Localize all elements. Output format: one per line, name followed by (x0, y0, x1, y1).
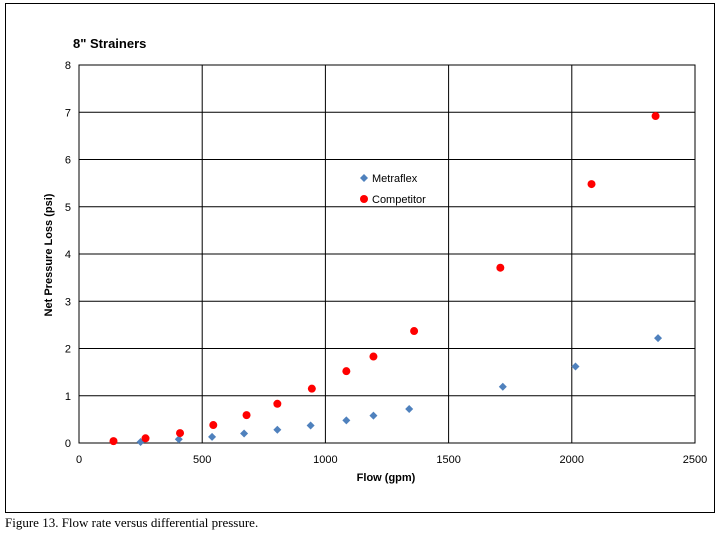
scatter-chart: 8" Strainers 0 1 2 3 4 5 6 7 8 0 500 1000 1500 2000 25… (43, 36, 707, 484)
y-tick-label: 8 (65, 60, 71, 72)
competitor-point (496, 263, 505, 272)
x-tick-label: 1000 (313, 454, 337, 466)
competitor-point (209, 421, 218, 430)
metraflex-point (240, 429, 249, 438)
competitor-point (651, 112, 660, 121)
competitor-point (273, 399, 282, 408)
data-points-layer (109, 112, 663, 447)
competitor-point (141, 434, 150, 443)
metraflex-point (174, 435, 183, 444)
x-tick-label: 1500 (436, 454, 460, 466)
legend-label-metraflex: Metraflex (372, 173, 418, 185)
competitor-point (176, 429, 185, 438)
y-tick-label: 6 (65, 155, 71, 167)
chart-title: 8" Strainers (73, 36, 146, 51)
competitor-point (369, 352, 378, 361)
tick-label-layer: 0 1 2 3 4 5 6 7 8 0 500 1000 1500 2000 2500 (65, 60, 707, 466)
competitor-point (587, 180, 596, 189)
y-tick-label: 5 (65, 202, 71, 214)
legend-marker-metraflex (360, 174, 368, 182)
y-tick-label: 2 (65, 344, 71, 356)
x-tick-label: 0 (76, 454, 82, 466)
competitor-point (109, 437, 118, 446)
y-tick-label: 3 (65, 296, 71, 308)
y-tick-label: 0 (65, 438, 71, 450)
x-tick-label: 2500 (683, 454, 707, 466)
plot-area-border (78, 64, 696, 444)
metraflex-point (208, 432, 217, 441)
figure-caption: Figure 13. Flow rate versus differential… (5, 515, 259, 530)
metraflex-point (342, 416, 351, 425)
metraflex-point (571, 362, 580, 371)
x-tick-label: 2000 (560, 454, 584, 466)
metraflex-point (405, 404, 414, 413)
metraflex-point (273, 425, 282, 434)
legend-label-competitor: Competitor (372, 194, 426, 206)
y-tick-label: 7 (65, 107, 71, 119)
y-tick-label: 4 (65, 249, 71, 261)
competitor-point (307, 384, 316, 393)
legend-marker-competitor (360, 195, 368, 203)
metraflex-point (306, 421, 315, 430)
x-tick-label: 500 (193, 454, 211, 466)
y-axis-label: Net Pressure Loss (psi) (43, 193, 55, 316)
competitor-point (242, 411, 251, 420)
legend: Metraflex Competitor (360, 173, 426, 206)
y-tick-label: 1 (65, 391, 71, 403)
chart-frame: 8" Strainers 0 1 2 3 4 5 6 7 8 0 500 1000 1500 2000 25… (5, 3, 715, 513)
metraflex-point (498, 382, 507, 391)
grid-layer (78, 64, 696, 444)
competitor-point (342, 367, 351, 376)
metraflex-point (654, 334, 663, 343)
x-axis-label: Flow (gpm) (357, 472, 416, 484)
competitor-point (410, 327, 419, 336)
metraflex-point (369, 411, 378, 420)
